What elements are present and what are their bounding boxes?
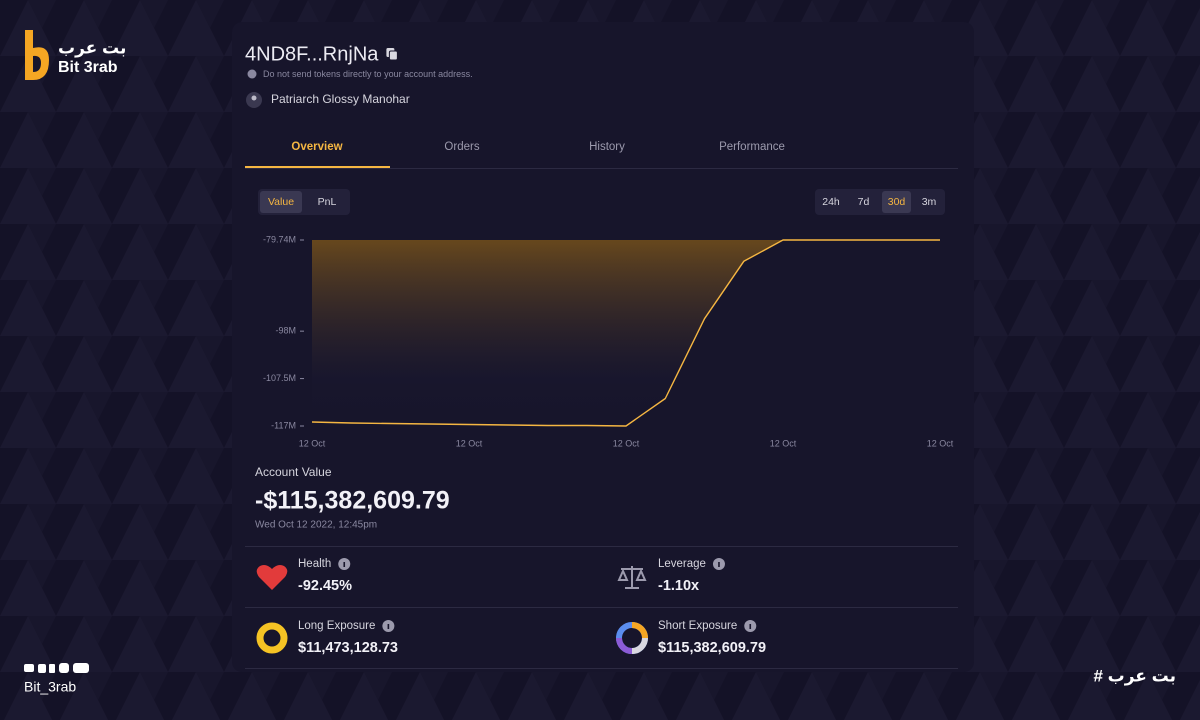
brand-arabic: بت عرب (58, 38, 126, 58)
summary-date: Wed Oct 12 2022, 12:45pm (255, 520, 377, 531)
segment-label: Value (268, 196, 294, 208)
tab-label: Overview (291, 141, 342, 153)
y-tick-label: -98M (275, 326, 296, 336)
y-tick-label: -79.74M (263, 234, 296, 244)
x-tick-label: 12 Oct (613, 438, 640, 448)
segment-label: 24h (822, 196, 840, 208)
info-icon-mark (749, 624, 752, 629)
long-exposure-icon (256, 622, 288, 654)
brand-handle: Bit_3rab (24, 679, 76, 695)
stat-value: $115,382,609.79 (658, 640, 766, 656)
y-tick-label: -107.5M (263, 373, 296, 383)
stat-label: Short Exposure (658, 620, 737, 632)
segment-label: PnL (318, 196, 337, 208)
y-tick-label: -117M (271, 420, 296, 430)
x-tick-label: 12 Oct (456, 438, 483, 448)
info-icon-mark (718, 562, 720, 567)
account-address: 4ND8F...RnjNa (245, 43, 379, 65)
segment-label: 3m (922, 196, 937, 208)
stat-value: -92.45% (298, 578, 352, 594)
info-icon-mark (343, 562, 346, 567)
account-warning: Do not send tokens directly to your acco… (263, 69, 473, 79)
stat-label: Long Exposure (298, 620, 375, 632)
segment-label: 7d (858, 196, 870, 208)
segmented-control (815, 189, 945, 215)
warning-icon (247, 69, 257, 79)
tab-label: History (589, 141, 625, 153)
account-owner: Patriarch Glossy Manohar (271, 92, 410, 106)
x-tick-label: 12 Oct (927, 438, 954, 448)
segment-active (260, 191, 302, 213)
health-icon (256, 565, 288, 590)
leverage-icon (617, 566, 647, 589)
stat-label: Health (298, 558, 331, 570)
line (311, 239, 940, 427)
summary-label: Account Value (255, 465, 332, 479)
segment-label: 30d (888, 196, 906, 208)
segment-active (882, 191, 911, 213)
logo (25, 30, 49, 80)
tab-label: Orders (444, 141, 479, 153)
copy-icon[interactable] (386, 48, 398, 61)
social-icons (24, 663, 89, 673)
x-tick-label: 12 Oct (770, 438, 797, 448)
brand-hashtag: # بت عرب (1093, 666, 1176, 686)
summary-value: -$115,382,609.79 (255, 487, 450, 515)
brand-name: Bit 3rab (58, 59, 118, 76)
short-exposure-icon (616, 622, 648, 654)
owner-avatar-head (251, 95, 257, 101)
info-icon-mark (387, 624, 390, 629)
tab-underline (245, 166, 390, 168)
x-tick-label: 12 Oct (299, 438, 326, 448)
tab-label: Performance (719, 141, 785, 153)
stat-value: $11,473,128.73 (298, 640, 398, 656)
area (312, 240, 940, 426)
stat-value: -1.10x (658, 578, 699, 594)
stat-label: Leverage (658, 558, 706, 570)
